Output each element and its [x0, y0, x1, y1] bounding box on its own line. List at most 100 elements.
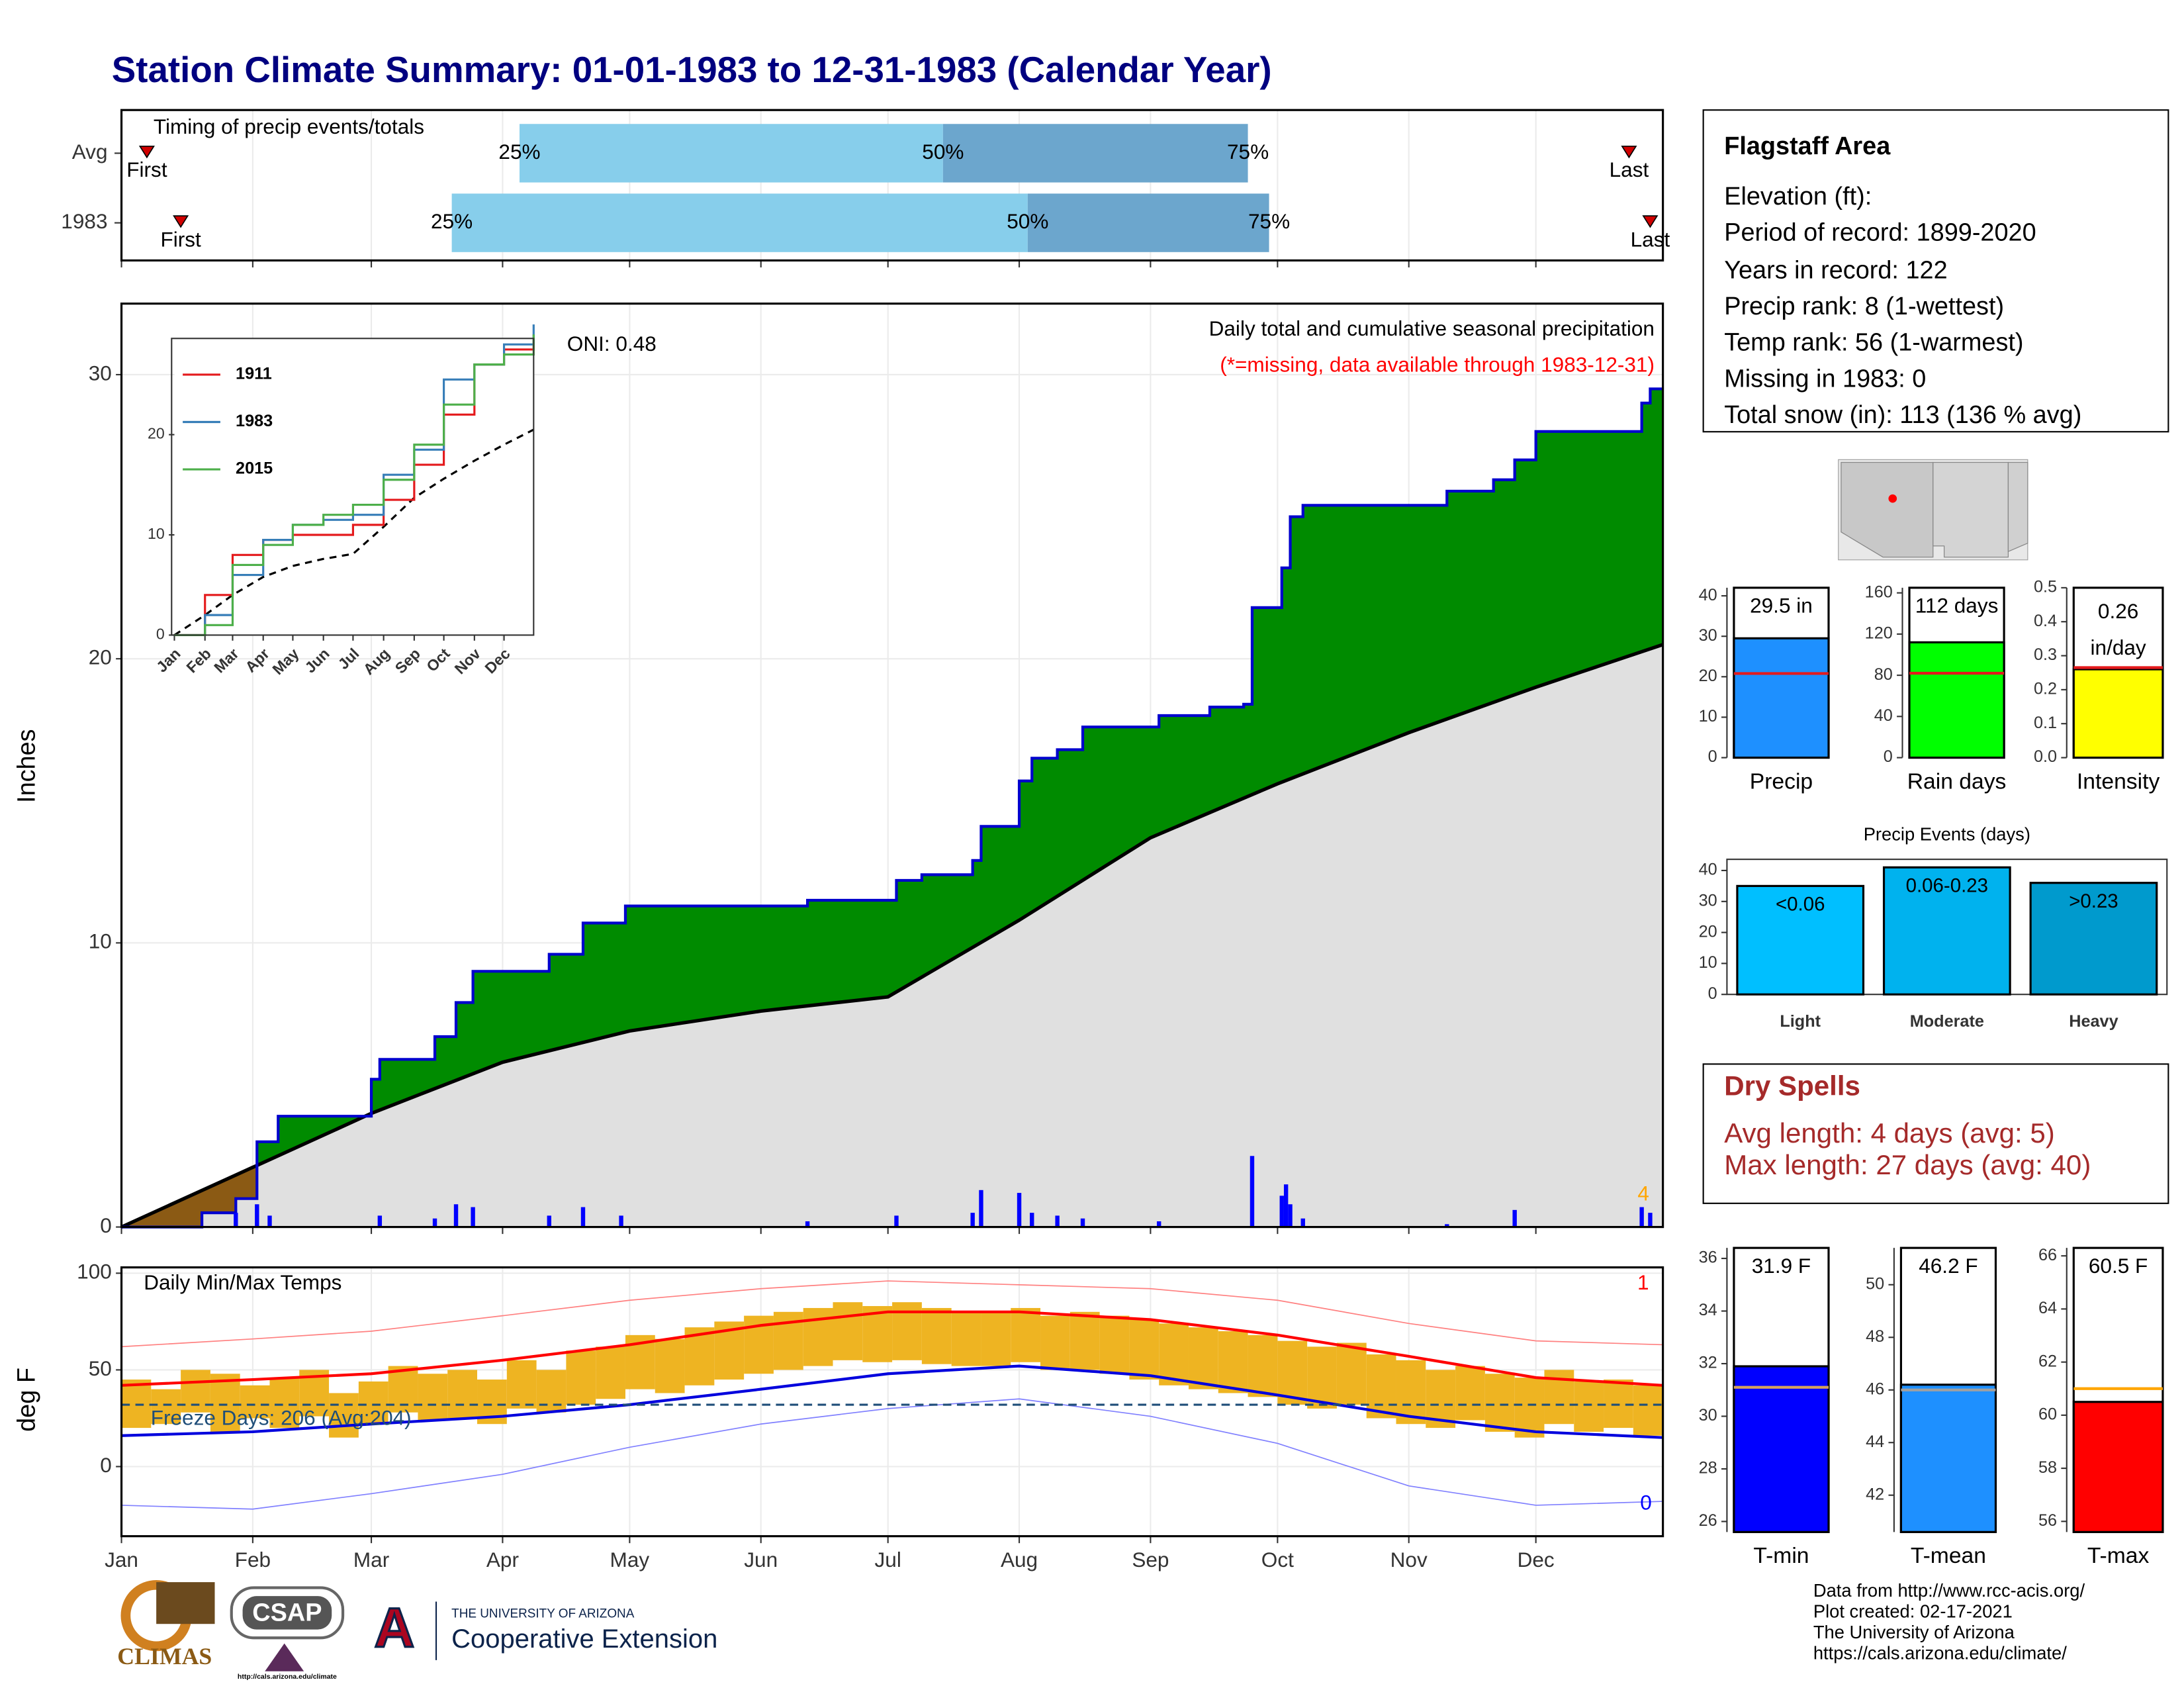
daily-bar [1300, 1218, 1305, 1227]
bin-label: >0.23 [2069, 890, 2118, 912]
daily-bar [1639, 1207, 1644, 1227]
row-label: Avg [72, 140, 108, 164]
daily-bar [805, 1221, 810, 1227]
station-line: Temp rank: 56 (1-warmest) [1724, 329, 2023, 357]
csap-url: http://cals.arizona.edu/climate [238, 1673, 337, 1681]
category-label: Light [1780, 1012, 1821, 1031]
x-tick-label: Sep [1132, 1548, 1169, 1571]
bar [1882, 866, 2011, 996]
value-label: 31.9 F [1752, 1254, 1811, 1278]
daily-range [1484, 1374, 1515, 1432]
y-tick-label: 30 [1699, 626, 1717, 645]
y-tick-label: 160 [1865, 583, 1893, 601]
timing-bar-late [942, 124, 1248, 183]
bar [1899, 1383, 1997, 1533]
timing-bar-late [1027, 193, 1269, 252]
daily-bar [979, 1190, 983, 1227]
y-tick-label: 0 [100, 1213, 112, 1237]
legend-label: 1911 [236, 365, 272, 383]
daily-bar [1283, 1184, 1289, 1227]
row-label: 1983 [61, 209, 107, 233]
plot-frame [120, 303, 1664, 1229]
value-label: 29.5 in [1750, 594, 1813, 618]
timing-title: Timing of precip events/totals [154, 115, 424, 138]
y-tick-label: 42 [1866, 1485, 1884, 1503]
daily-range [596, 1346, 625, 1399]
station-line: Total snow (in): 113 (136 % avg) [1724, 401, 2081, 429]
quantile-label: 75% [1227, 140, 1269, 164]
daily-range [1336, 1342, 1367, 1405]
timing-bar-early [451, 193, 1028, 252]
footer-line: https://cals.arizona.edu/climate/ [1813, 1643, 2067, 1664]
value-label: 112 days [1915, 594, 1999, 618]
daily-bar [255, 1204, 259, 1227]
missing-note: (*=missing, data available through 1983-… [1220, 353, 1655, 377]
daily-range [951, 1311, 981, 1366]
y-tick-label: 32 [1699, 1354, 1717, 1372]
bar [2072, 668, 2164, 759]
inset-frame [171, 338, 535, 636]
normal-line [121, 1280, 1663, 1348]
quantile-label: 25% [498, 140, 540, 164]
x-tick-label: May [610, 1548, 650, 1571]
daily-bar [894, 1215, 899, 1227]
daily-range [566, 1350, 596, 1405]
bar [2072, 1401, 2164, 1533]
y-tick-label: 0.2 [2034, 680, 2057, 698]
x-tick-label: Mar [353, 1548, 389, 1571]
y-tick-label: 10 [148, 525, 165, 542]
inset-area [174, 338, 534, 635]
daily-bar [580, 1207, 586, 1227]
daily-range [151, 1389, 181, 1425]
y-tick-label: 40 [1699, 861, 1717, 879]
daily-bar [547, 1215, 551, 1227]
page-title: Station Climate Summary: 01-01-1983 to 1… [112, 49, 1272, 90]
y-axis-label: Inches [13, 729, 41, 803]
university-text: THE UNIVERSITY OF ARIZONA [451, 1607, 635, 1620]
daily-range [921, 1307, 952, 1364]
station-line: Elevation (ft): [1724, 183, 1872, 211]
event-marker [173, 215, 189, 228]
daily-range [210, 1374, 240, 1432]
event-marker [1642, 215, 1659, 228]
average-line [173, 428, 535, 636]
daily-range [1129, 1319, 1160, 1380]
plot-frame [120, 1266, 1664, 1538]
quantile-label: 50% [922, 140, 964, 164]
y-tick-label: 0.4 [2034, 612, 2057, 630]
daily-bar [377, 1215, 383, 1227]
x-tick-label: Jan [105, 1548, 138, 1571]
y-tick-label: 40 [1699, 586, 1717, 604]
daily-range [329, 1393, 359, 1438]
category-label: Precip [1750, 769, 1813, 794]
bar [1908, 641, 2005, 759]
category-label: Rain days [1907, 769, 2007, 794]
event-label: Last [1610, 158, 1649, 181]
normal-line [121, 1398, 1663, 1510]
timing-bar-early [520, 124, 943, 183]
dry-spells-title: Dry Spells [1724, 1070, 1860, 1101]
y-tick-label: 36 [1699, 1248, 1717, 1267]
station-location [1888, 494, 1897, 503]
y-tick-label: 44 [1866, 1432, 1884, 1451]
daily-bar [1250, 1156, 1255, 1227]
station-title: Flagstaff Area [1724, 132, 1891, 160]
x-tick-label: Jun [744, 1548, 778, 1571]
location-map [1838, 459, 2028, 561]
daily-bar [970, 1213, 975, 1227]
value-label: in/day [2091, 635, 2146, 659]
bar [1733, 1365, 1830, 1533]
legend-label: 1983 [236, 412, 273, 430]
dry-spells-box [1702, 1063, 2169, 1204]
footer-line: Data from http://www.rcc-acis.org/ [1813, 1580, 2085, 1601]
x-tick-label: Dec [1518, 1548, 1555, 1571]
extension-text: Cooperative Extension [451, 1624, 717, 1654]
y-tick-label: 10 [89, 929, 112, 953]
y-tick-label: 120 [1865, 624, 1893, 643]
daily-bar [471, 1207, 475, 1227]
daily-bar [1080, 1218, 1085, 1227]
y-tick-label: 80 [1874, 665, 1893, 684]
bar [1733, 637, 1830, 759]
daily-bar [1279, 1196, 1284, 1227]
